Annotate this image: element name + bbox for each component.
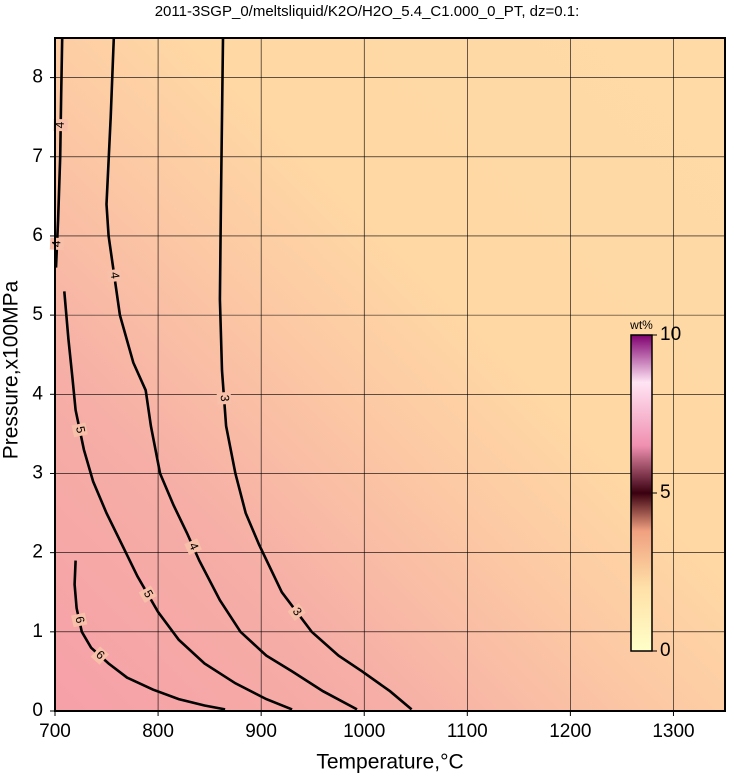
plot-background xyxy=(55,38,725,711)
chart-title: 2011-3SGP_0/meltsliquid/K2O/H2O_5.4_C1.0… xyxy=(155,3,580,20)
contour-label: 4 xyxy=(108,271,123,280)
plot-frame xyxy=(54,37,726,712)
y-tick-label: 1 xyxy=(32,621,43,642)
contour-label: 4 xyxy=(49,240,63,248)
colorbar xyxy=(630,334,653,652)
y-tick-label: 2 xyxy=(32,542,43,563)
contour-label-bg xyxy=(287,603,306,622)
x-tick-label: 900 xyxy=(245,721,277,742)
contour-label: 3 xyxy=(218,394,232,402)
contour-label-bg xyxy=(184,538,202,556)
colorbar-label: wt% xyxy=(629,318,653,332)
contour-label-bg xyxy=(216,391,232,405)
y-tick-label: 6 xyxy=(32,225,43,246)
colorbar-tick-label: 5 xyxy=(660,482,671,503)
contour-line xyxy=(218,37,413,711)
colorbar-tick-label: 10 xyxy=(660,324,681,345)
x-tick-label: 1100 xyxy=(447,721,488,742)
contour-label: 6 xyxy=(72,615,87,625)
contour-line xyxy=(63,291,293,711)
contour-label-bg xyxy=(138,585,157,603)
y-axis-label: Pressure,x100MPa xyxy=(0,280,23,459)
x-tick-label: 1000 xyxy=(343,721,385,742)
y-tick-label: 4 xyxy=(32,383,43,404)
contour-line xyxy=(105,37,358,711)
y-tick-label: 0 xyxy=(32,700,43,721)
colorbar-tick-label: 0 xyxy=(660,640,671,661)
contour-label-bg xyxy=(71,422,88,438)
contour-label: 4 xyxy=(53,121,67,128)
x-tick-label: 1300 xyxy=(652,721,694,742)
y-tick-label: 8 xyxy=(32,67,43,88)
y-tick-label: 7 xyxy=(32,146,43,167)
contour-label-bg xyxy=(71,612,88,628)
contour-line xyxy=(73,560,226,711)
y-tick-label: 5 xyxy=(32,304,43,325)
contour-label-bg xyxy=(90,646,109,665)
x-axis-label: Temperature,°C xyxy=(316,751,463,774)
contour-label: 5 xyxy=(73,425,88,435)
contour-label-bg xyxy=(53,118,68,132)
contour-line xyxy=(54,37,64,268)
x-tick-label: 700 xyxy=(39,721,71,742)
x-tick-label: 800 xyxy=(142,721,174,742)
y-tick-label: 3 xyxy=(32,462,43,483)
x-tick-label: 1200 xyxy=(549,721,591,742)
contour-label-bg xyxy=(49,237,65,251)
contour-label-bg xyxy=(106,268,123,283)
